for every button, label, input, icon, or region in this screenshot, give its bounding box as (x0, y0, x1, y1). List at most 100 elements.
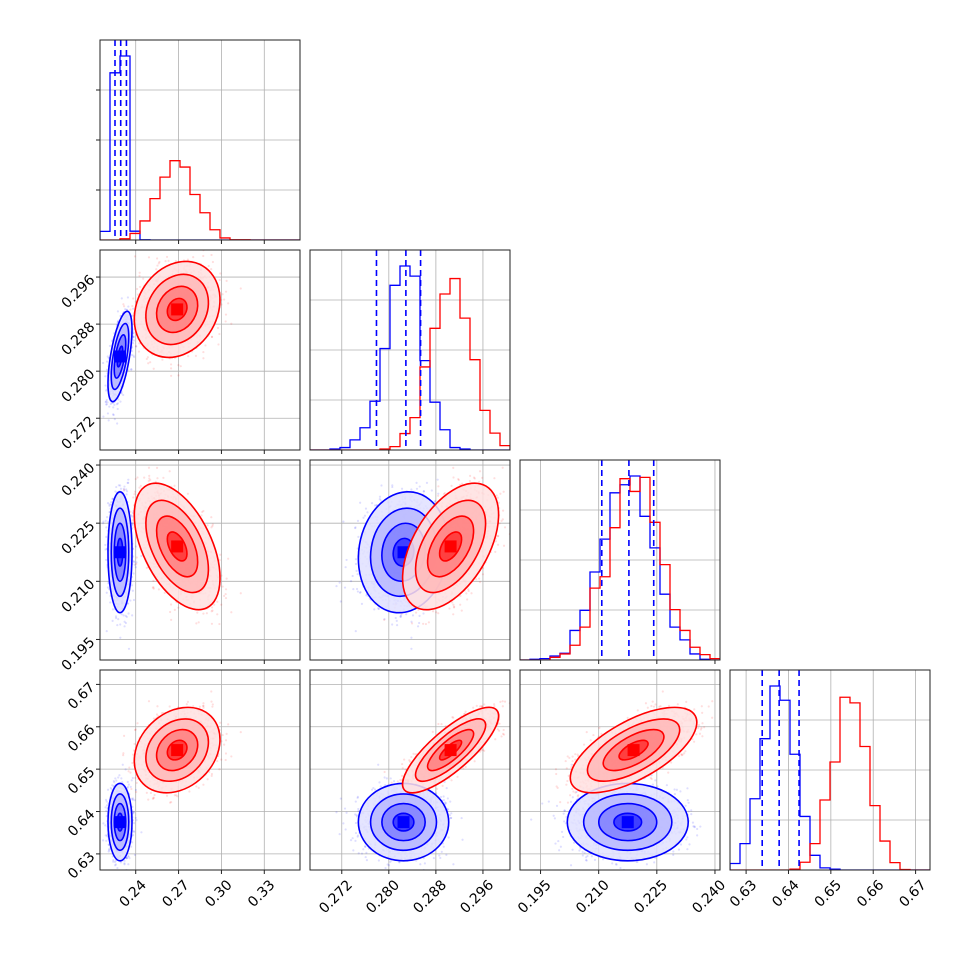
scatter-point (210, 268, 213, 271)
scatter-point (111, 619, 114, 622)
scatter-point (116, 402, 120, 405)
scatter-point (123, 485, 126, 488)
scatter-point (218, 332, 221, 336)
scatter-point (142, 277, 145, 280)
scatter-point (134, 345, 138, 348)
scatter-point (105, 360, 109, 363)
scatter-point (109, 402, 112, 406)
scatter-point (219, 272, 222, 275)
scatter-point (217, 343, 220, 346)
scatter-point (106, 355, 109, 358)
scatter-point (210, 335, 214, 338)
scatter-point (210, 335, 214, 338)
scatter-point (167, 259, 170, 262)
scatter-point (101, 522, 105, 525)
scatter-point (108, 405, 111, 408)
scatter-point (112, 413, 115, 416)
scatter-point (224, 313, 228, 316)
scatter-point (112, 413, 115, 417)
scatter-point (129, 308, 132, 311)
scatter-point (157, 262, 160, 265)
scatter-point (138, 285, 142, 289)
scatter-point (102, 520, 105, 523)
axes-frame (99, 249, 301, 451)
scatter-point (127, 647, 131, 650)
scatter-point (127, 478, 130, 481)
scatter-point (129, 599, 132, 602)
scatter-point (105, 516, 109, 519)
scatter-point (111, 497, 114, 500)
scatter-point (112, 406, 115, 409)
scatter-point (221, 293, 224, 296)
scatter-point (116, 422, 119, 425)
scatter-point (194, 354, 198, 357)
scatter-point (102, 415, 105, 418)
scatter-point (161, 358, 164, 361)
scatter-point (127, 305, 130, 308)
scatter-point (107, 419, 110, 422)
scatter-point (131, 515, 134, 518)
scatter-point (177, 364, 180, 367)
scatter-point (155, 268, 158, 271)
scatter-point (133, 560, 136, 564)
scatter-point (122, 305, 126, 308)
scatter-point (130, 368, 133, 371)
scatter-point (223, 298, 226, 301)
scatter-point (170, 374, 173, 377)
scatter-point (116, 624, 119, 627)
scatter-point (106, 401, 109, 404)
scatter-point (122, 487, 125, 490)
density-peak (171, 303, 184, 316)
scatter-point (227, 302, 230, 305)
scatter-point (127, 481, 130, 484)
histogram-step-line (310, 265, 510, 450)
scatter-point (114, 616, 118, 620)
scatter-point (130, 584, 134, 587)
scatter-point (104, 384, 107, 387)
density-peak (114, 350, 126, 363)
scatter-panel-2-0 (96, 459, 301, 664)
scatter-point (124, 614, 127, 617)
scatter-point (202, 350, 205, 354)
scatter-point (106, 412, 110, 415)
scatter-point (120, 613, 123, 616)
histogram-panel-0 (96, 39, 301, 244)
scatter-point (224, 320, 227, 323)
scatter-point (218, 278, 221, 282)
scatter-point (187, 355, 190, 358)
scatter-point (224, 290, 228, 293)
scatter-point (202, 357, 205, 360)
scatter-point (202, 254, 205, 258)
scatter-point (133, 255, 137, 258)
scatter-point (216, 326, 220, 330)
scatter-point (169, 363, 173, 366)
gridlines (310, 250, 510, 450)
scatter-point (108, 504, 111, 507)
scatter-point (179, 365, 182, 368)
scatter-panel-1-0 (96, 249, 301, 454)
scatter-point (108, 503, 111, 506)
scatter-point (149, 361, 152, 364)
scatter-point (134, 566, 137, 569)
scatter-point (117, 484, 120, 487)
scatter-point (132, 335, 135, 339)
scatter-point (164, 260, 167, 263)
scatter-point (156, 264, 159, 267)
scatter-point (122, 303, 125, 306)
panel-content (101, 250, 242, 425)
scatter-point (130, 350, 134, 353)
scatter-point (123, 625, 126, 628)
scatter-point (155, 257, 159, 260)
scatter-point (104, 389, 108, 392)
scatter-point (147, 256, 151, 259)
scatter-point (126, 481, 129, 484)
histogram-panel-1 (309, 249, 511, 454)
scatter-point (131, 304, 134, 308)
scatter-point (131, 614, 134, 617)
scatter-point (230, 322, 233, 325)
scatter-point (177, 374, 180, 377)
histogram-step-line (310, 277, 510, 450)
scatter-point (104, 543, 107, 547)
scatter-point (113, 403, 116, 406)
scatter-point (116, 407, 119, 411)
